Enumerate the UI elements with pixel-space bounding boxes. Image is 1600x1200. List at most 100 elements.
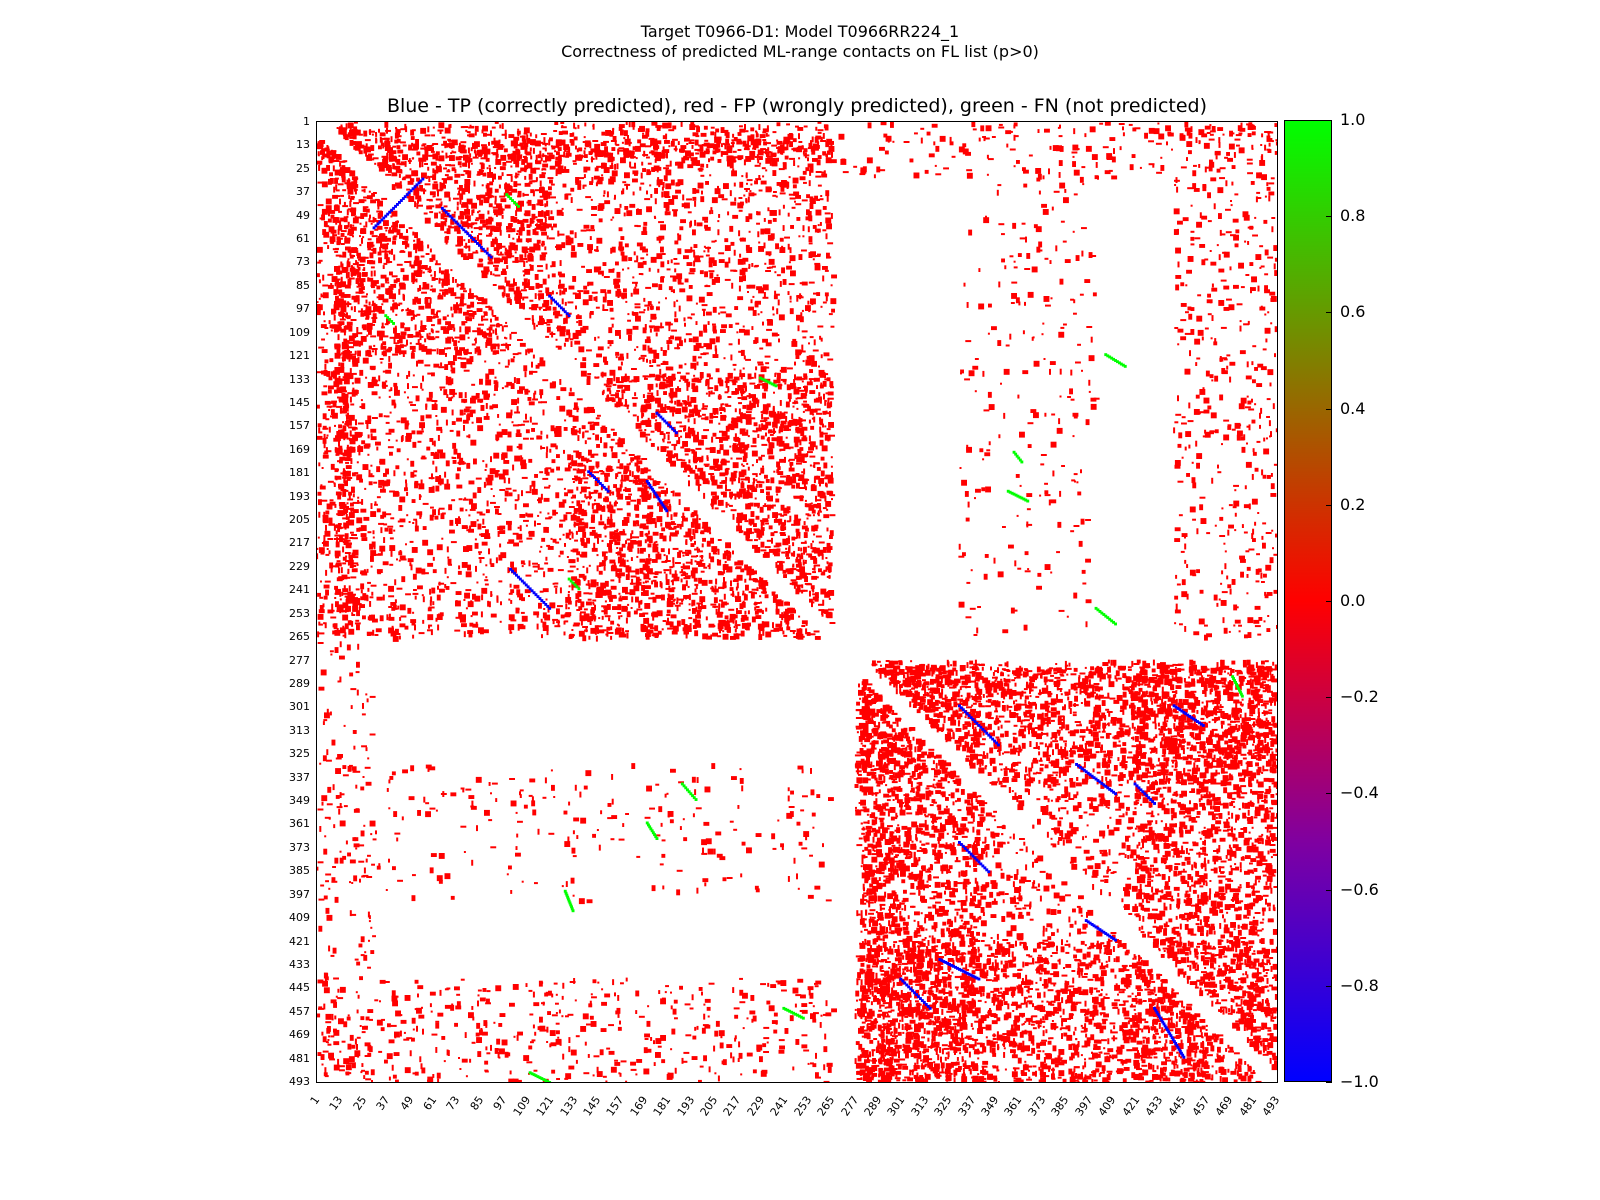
fp-cell [481, 587, 488, 594]
fp-cell [755, 479, 758, 482]
fp-cell [827, 397, 834, 400]
fp-cell [444, 174, 449, 177]
fp-cell [646, 206, 652, 213]
fp-cell [404, 327, 411, 332]
fp-cell [447, 361, 454, 365]
fp-cell [813, 339, 816, 346]
fp-cell [461, 221, 468, 228]
fp-cell [811, 525, 816, 532]
fp-cell [631, 471, 634, 478]
fp-cell [343, 585, 346, 590]
fp-cell [668, 199, 675, 205]
fp-cell [696, 555, 699, 557]
fp-cell [457, 452, 461, 459]
fp-cell [619, 203, 622, 208]
fp-cell [317, 181, 324, 184]
fp-cell [504, 336, 506, 339]
fp-cell [796, 295, 803, 297]
fp-cell [517, 593, 523, 598]
fp-cell [414, 232, 418, 238]
fp-cell [691, 249, 695, 252]
fp-cell [671, 329, 677, 332]
fp-cell [587, 501, 590, 506]
fp-cell [406, 375, 409, 379]
fp-cell [367, 153, 374, 156]
fp-cell [445, 235, 450, 240]
fp-cell [405, 174, 412, 179]
fp-cell [685, 372, 690, 375]
fp-cell [513, 160, 520, 164]
fp-cell [363, 130, 368, 137]
fp-cell [463, 170, 470, 173]
fp-cell [470, 615, 473, 618]
fp-cell [805, 359, 812, 366]
fp-cell [748, 263, 751, 268]
fp-cell [385, 349, 388, 352]
fp-cell [333, 437, 340, 442]
fp-cell [689, 124, 696, 130]
fp-cell [665, 209, 668, 216]
fp-cell [380, 345, 387, 350]
fp-cell [485, 403, 488, 409]
fp-cell [322, 274, 325, 281]
fp-cell [495, 159, 502, 165]
fp-cell [557, 478, 564, 481]
fp-cell [528, 530, 535, 537]
fp-cell [383, 473, 387, 477]
fp-cell [466, 358, 473, 365]
fp-cell [386, 318, 390, 324]
fp-cell [716, 148, 721, 153]
fp-cell [504, 183, 510, 190]
fp-cell [525, 574, 532, 577]
fp-cell [747, 291, 749, 293]
fp-cell [494, 506, 500, 508]
fp-cell [672, 561, 675, 568]
fp-cell [695, 321, 698, 325]
fp-cell [593, 266, 600, 273]
fp-cell [599, 470, 603, 472]
fp-cell [382, 243, 389, 250]
fp-cell [758, 456, 763, 461]
fp-cell [765, 132, 768, 137]
fp-cell [567, 489, 574, 494]
fp-cell [385, 380, 388, 383]
fp-cell [619, 249, 624, 252]
fp-cell [417, 241, 420, 248]
fp-cell [426, 446, 431, 451]
fp-cell [750, 183, 753, 186]
fp-cell [523, 132, 528, 135]
fp-cell [630, 499, 637, 502]
fp-cell [765, 186, 772, 193]
fp-cell [491, 309, 494, 316]
fp-cell [454, 336, 461, 339]
fp-cell [822, 423, 824, 428]
fp-cell [692, 618, 697, 623]
fp-cell [545, 452, 548, 459]
fp-cell [504, 247, 507, 252]
fp-cell [790, 225, 794, 229]
fp-cell [377, 251, 382, 256]
fp-cell [499, 207, 502, 210]
fp-cell [703, 492, 706, 499]
fp-cell [736, 331, 739, 334]
fp-cell [418, 632, 425, 635]
fp-cell [427, 372, 432, 375]
fp-cell [348, 512, 355, 518]
fp-cell [550, 183, 555, 186]
fp-cell [774, 358, 779, 361]
fp-cell [402, 241, 408, 245]
fp-cell [384, 250, 391, 253]
fp-cell [589, 424, 594, 431]
fp-cell [696, 222, 703, 227]
fp-cell [501, 429, 508, 435]
fp-cell [559, 405, 566, 412]
fp-cell [344, 475, 347, 480]
fp-cell [383, 523, 388, 526]
fp-cell [394, 132, 399, 139]
fp-cell [611, 162, 614, 169]
fp-cell [572, 276, 577, 282]
fp-cell [399, 496, 406, 503]
fp-cell [806, 209, 810, 216]
fp-cell [614, 194, 616, 199]
fp-cell [824, 292, 829, 297]
